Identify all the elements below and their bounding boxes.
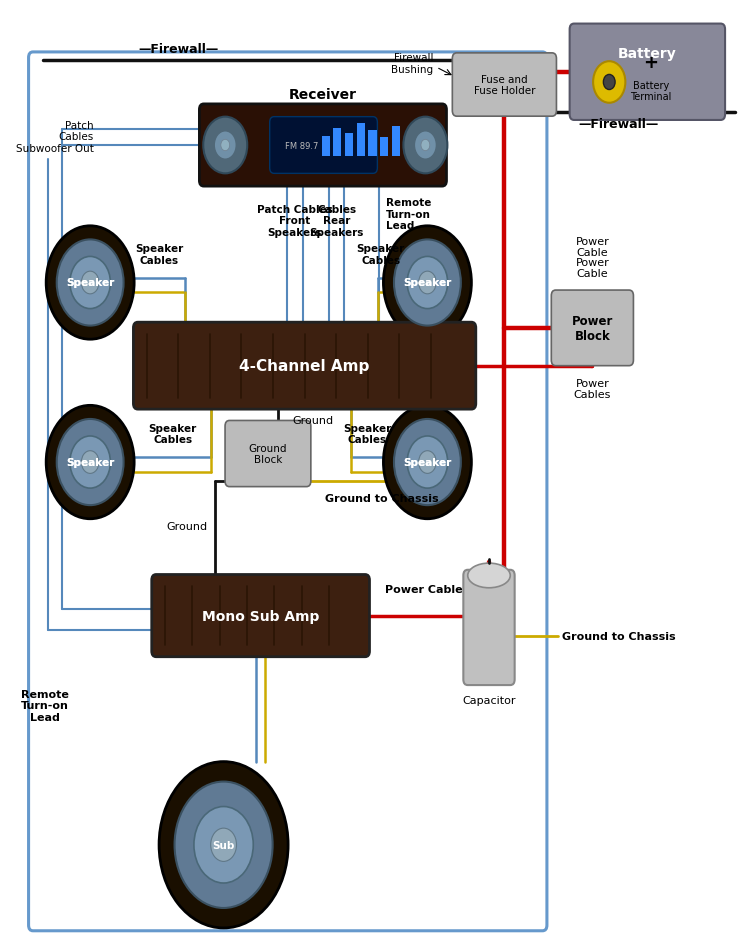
Text: Power
Cable: Power Cable	[575, 258, 609, 278]
Text: —Firewall—: —Firewall—	[138, 42, 218, 56]
FancyBboxPatch shape	[551, 291, 634, 366]
Circle shape	[419, 272, 436, 295]
Circle shape	[407, 257, 448, 310]
Circle shape	[214, 132, 236, 160]
Text: 4-Channel Amp: 4-Channel Amp	[239, 359, 370, 374]
Text: Speaker: Speaker	[404, 458, 451, 467]
Text: Mono Sub Amp: Mono Sub Amp	[202, 609, 320, 623]
Text: Battery
Terminal: Battery Terminal	[630, 80, 672, 102]
Text: Capacitor: Capacitor	[462, 696, 516, 705]
Ellipse shape	[468, 564, 510, 588]
Circle shape	[175, 782, 273, 908]
Circle shape	[394, 240, 460, 327]
Text: Firewall
Bushing: Firewall Bushing	[392, 54, 433, 75]
Text: Power
Block: Power Block	[572, 314, 613, 343]
Circle shape	[211, 828, 236, 862]
Circle shape	[46, 227, 134, 340]
Circle shape	[383, 227, 472, 340]
FancyBboxPatch shape	[270, 118, 377, 174]
Text: Patch Cables
Front
Speakers: Patch Cables Front Speakers	[256, 204, 333, 238]
Circle shape	[407, 436, 448, 489]
Circle shape	[394, 419, 460, 506]
Circle shape	[70, 436, 110, 489]
Circle shape	[81, 272, 99, 295]
Text: Speaker: Speaker	[66, 458, 114, 467]
Text: Speaker
Cables: Speaker Cables	[356, 244, 405, 265]
Text: Ground to Chassis: Ground to Chassis	[562, 632, 675, 641]
Text: Power Cable: Power Cable	[385, 584, 463, 595]
Bar	[333, 128, 341, 157]
Text: Remote
Turn-on
Lead: Remote Turn-on Lead	[21, 689, 69, 722]
Text: Fuse and
Fuse Holder: Fuse and Fuse Holder	[474, 75, 536, 96]
FancyBboxPatch shape	[134, 323, 476, 410]
Text: Speaker
Cables: Speaker Cables	[344, 424, 392, 445]
Text: Patch
Cables
Subwoofer Out: Patch Cables Subwoofer Out	[16, 121, 94, 154]
Circle shape	[57, 240, 124, 327]
Text: Ground to Chassis: Ground to Chassis	[325, 494, 439, 503]
FancyBboxPatch shape	[200, 105, 446, 187]
Text: Speaker: Speaker	[66, 278, 114, 288]
Circle shape	[404, 117, 448, 174]
Circle shape	[70, 257, 110, 310]
FancyBboxPatch shape	[225, 421, 310, 487]
Text: Remote
Turn-on
Lead: Remote Turn-on Lead	[386, 197, 432, 231]
Text: Speaker: Speaker	[404, 278, 451, 288]
Circle shape	[593, 62, 626, 104]
Bar	[380, 139, 388, 157]
Circle shape	[203, 117, 248, 174]
FancyBboxPatch shape	[464, 570, 514, 685]
Text: Speaker: Speaker	[66, 458, 114, 467]
Text: Ground: Ground	[292, 416, 334, 426]
Bar	[345, 134, 353, 157]
Circle shape	[159, 762, 288, 928]
Text: Power
Cable: Power Cable	[575, 237, 609, 258]
Bar	[357, 124, 364, 157]
FancyBboxPatch shape	[452, 54, 556, 117]
Text: Cables
Rear
Speakers: Cables Rear Speakers	[310, 204, 364, 238]
Text: Sub: Sub	[212, 840, 235, 850]
Circle shape	[383, 406, 472, 519]
Bar	[322, 137, 329, 157]
Circle shape	[419, 451, 436, 474]
Circle shape	[220, 141, 230, 152]
Circle shape	[81, 451, 99, 474]
Text: Speaker: Speaker	[404, 278, 451, 288]
Text: Battery: Battery	[618, 47, 676, 61]
Circle shape	[603, 76, 615, 91]
Text: Speaker
Cables: Speaker Cables	[148, 424, 196, 445]
Text: Speaker: Speaker	[66, 278, 114, 288]
Text: Speaker
Cables: Speaker Cables	[135, 244, 184, 265]
Text: Power
Cables: Power Cables	[574, 379, 611, 399]
Text: +: +	[644, 54, 658, 72]
Circle shape	[46, 406, 134, 519]
Bar	[392, 127, 400, 157]
Circle shape	[421, 141, 430, 152]
Circle shape	[415, 132, 436, 160]
FancyBboxPatch shape	[152, 575, 370, 657]
Text: Ground: Ground	[166, 521, 207, 531]
Circle shape	[194, 807, 254, 883]
FancyBboxPatch shape	[570, 25, 725, 121]
Text: —Firewall—: —Firewall—	[578, 118, 658, 131]
Text: Receiver: Receiver	[289, 89, 357, 102]
Circle shape	[57, 419, 124, 506]
Text: Speaker: Speaker	[404, 458, 451, 467]
Text: Ground
Block: Ground Block	[249, 444, 287, 464]
Text: FM 89.7: FM 89.7	[285, 142, 319, 150]
Bar	[368, 130, 376, 157]
